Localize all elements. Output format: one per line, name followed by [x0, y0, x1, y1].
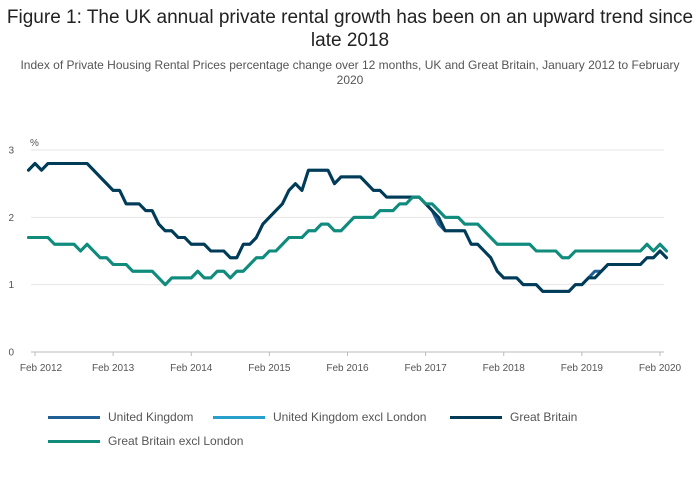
y-tick-label: 0 — [8, 348, 14, 359]
series-line-great-britain-excl-london — [26, 195, 669, 287]
series-line-united-kingdom — [26, 161, 669, 293]
x-tick-label: Feb 2019 — [561, 363, 604, 374]
legend-item: Great Britain — [450, 410, 577, 424]
y-tick-label: 2 — [8, 213, 14, 224]
legend-swatch — [213, 415, 265, 419]
x-tick-label: Feb 2013 — [92, 363, 135, 374]
y-axis-label: % — [30, 138, 39, 149]
legend-label: United Kingdom excl London — [273, 410, 427, 424]
legend-swatch — [450, 415, 502, 419]
legend-swatch — [48, 415, 100, 419]
x-tick-label: Feb 2017 — [404, 363, 447, 374]
legend-label: United Kingdom — [108, 410, 194, 424]
y-tick-label: 1 — [8, 280, 14, 291]
chart-subtitle: Index of Private Housing Rental Prices p… — [20, 58, 680, 87]
legend-item: United Kingdom — [48, 410, 193, 424]
series-line-great-britain — [26, 161, 669, 293]
x-tick-label: Feb 2020 — [639, 363, 682, 374]
legend-swatch — [48, 439, 100, 443]
y-tick-label: 3 — [8, 146, 14, 157]
chart-title: Figure 1: The UK annual private rental g… — [6, 7, 694, 51]
legend-label: Great Britain — [510, 410, 578, 424]
x-tick-label: Feb 2014 — [170, 363, 213, 374]
x-tick-label: Feb 2016 — [326, 363, 369, 374]
legend-label: Great Britain excl London — [108, 434, 244, 448]
legend-item: United Kingdom excl London — [213, 410, 426, 424]
series-line-united-kingdom-excl-london — [26, 195, 669, 287]
legend-item: Great Britain excl London — [48, 434, 243, 448]
x-tick-label: Feb 2018 — [483, 363, 526, 374]
x-tick-label: Feb 2015 — [248, 363, 291, 374]
x-tick-label: Feb 2012 — [20, 363, 63, 374]
